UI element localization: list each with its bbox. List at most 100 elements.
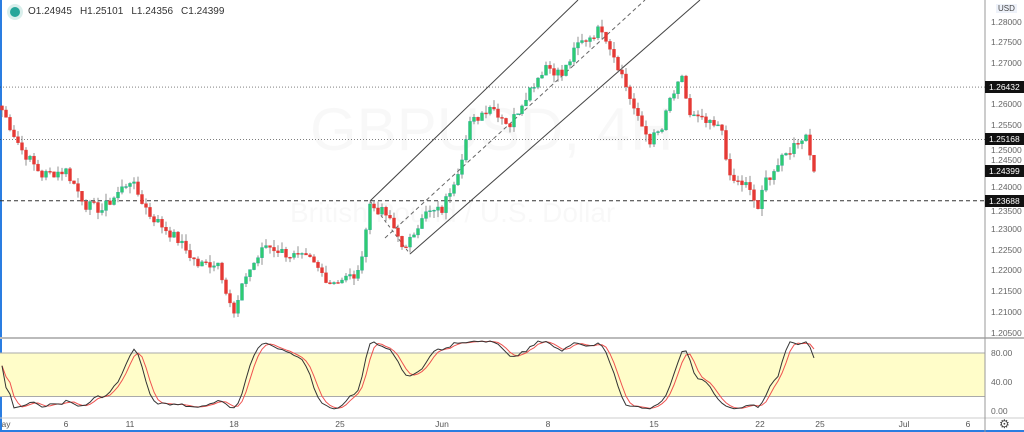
candle-down — [688, 98, 692, 116]
candle-up — [344, 275, 348, 281]
candle-up — [444, 196, 448, 213]
candle-up — [432, 209, 436, 212]
candle-down — [720, 124, 724, 131]
candle-down — [324, 272, 328, 283]
candle-up — [380, 207, 384, 215]
candle-up — [652, 132, 656, 145]
candle-up — [772, 171, 776, 180]
candle-down — [320, 267, 324, 274]
candle-up — [708, 119, 712, 123]
candle-up — [116, 192, 120, 199]
symbol-status-icon[interactable] — [10, 6, 20, 17]
candle-down — [84, 201, 88, 210]
candle-down — [32, 155, 36, 165]
candle-down — [584, 40, 588, 42]
candle-up — [668, 97, 672, 111]
candle-down — [812, 154, 816, 172]
candle-down — [748, 182, 752, 190]
candle-up — [128, 183, 132, 187]
price-tick: 1.27500 — [991, 37, 1022, 48]
candle-down — [304, 253, 308, 256]
candle-up — [596, 26, 600, 39]
price-tick: 1.24000 — [991, 182, 1022, 193]
candle-down — [268, 245, 272, 248]
time-label: Jun — [435, 419, 449, 429]
candle-down — [644, 126, 648, 135]
candle-down — [336, 282, 340, 284]
candle-up — [216, 262, 220, 267]
candle-up — [792, 143, 796, 154]
candle-down — [752, 189, 756, 201]
price-label: 1.26432 — [985, 81, 1024, 94]
candle-up — [332, 282, 336, 285]
stochastic-k-line — [1, 340, 815, 410]
candle-down — [272, 247, 276, 252]
channel-connector-line — [369, 200, 411, 255]
candle-up — [292, 253, 296, 258]
candle-down — [636, 108, 640, 116]
candle-up — [416, 228, 420, 236]
candle-down — [700, 115, 704, 118]
candle-down — [632, 98, 636, 109]
candle-down — [224, 279, 228, 294]
candle-up — [800, 140, 804, 144]
candle-up — [356, 270, 360, 279]
candle-up — [764, 177, 768, 191]
candle-up — [540, 74, 544, 79]
candle-down — [500, 117, 504, 119]
candle-up — [456, 174, 460, 185]
candle-up — [264, 245, 268, 248]
candle-down — [392, 217, 396, 229]
candle-down — [276, 250, 280, 253]
candle-up — [520, 105, 524, 114]
price-tick: 1.26000 — [991, 99, 1022, 110]
candle-down — [136, 181, 140, 195]
candle-up — [464, 139, 468, 161]
candle-up — [588, 37, 592, 42]
candle-up — [580, 40, 584, 43]
candle-down — [16, 136, 20, 143]
candle-down — [208, 262, 212, 268]
price-tick: 1.20500 — [991, 327, 1022, 338]
candle-up — [180, 240, 184, 244]
candle-up — [664, 110, 668, 131]
candle-up — [760, 189, 764, 209]
candle-down — [796, 143, 800, 145]
time-label: 8 — [545, 419, 551, 429]
candle-down — [328, 282, 332, 285]
candle-up — [656, 131, 660, 133]
candle-down — [384, 207, 388, 216]
candle-down — [164, 226, 168, 232]
candle-down — [476, 117, 480, 121]
currency-label: USD — [996, 4, 1017, 13]
candle-down — [52, 171, 56, 178]
candle-down — [40, 170, 44, 178]
candle-down — [440, 206, 444, 213]
candle-down — [148, 207, 152, 217]
price-tick: 1.21500 — [991, 286, 1022, 297]
candle-up — [56, 171, 60, 178]
candle-down — [404, 246, 408, 249]
candle-up — [692, 114, 696, 117]
legend-open: O1.24945 — [28, 6, 72, 17]
candle-down — [492, 107, 496, 110]
candle-up — [680, 75, 684, 83]
price-tick: 1.23000 — [991, 223, 1022, 234]
candle-down — [376, 207, 380, 215]
candle-up — [468, 121, 472, 140]
candle-down — [620, 69, 624, 75]
candle-up — [280, 249, 284, 253]
oscillator-tick: 40.00 — [991, 376, 1013, 387]
candle-down — [0, 105, 4, 111]
candle-up — [556, 69, 560, 76]
settings-gear-icon[interactable]: ⚙ — [999, 417, 1010, 431]
candle-up — [100, 210, 104, 213]
candle-down — [808, 134, 812, 156]
candle-up — [576, 42, 580, 49]
candle-down — [788, 153, 792, 155]
candle-down — [388, 215, 392, 219]
candle-down — [728, 159, 732, 176]
candle-down — [108, 200, 112, 205]
candle-up — [428, 210, 432, 212]
